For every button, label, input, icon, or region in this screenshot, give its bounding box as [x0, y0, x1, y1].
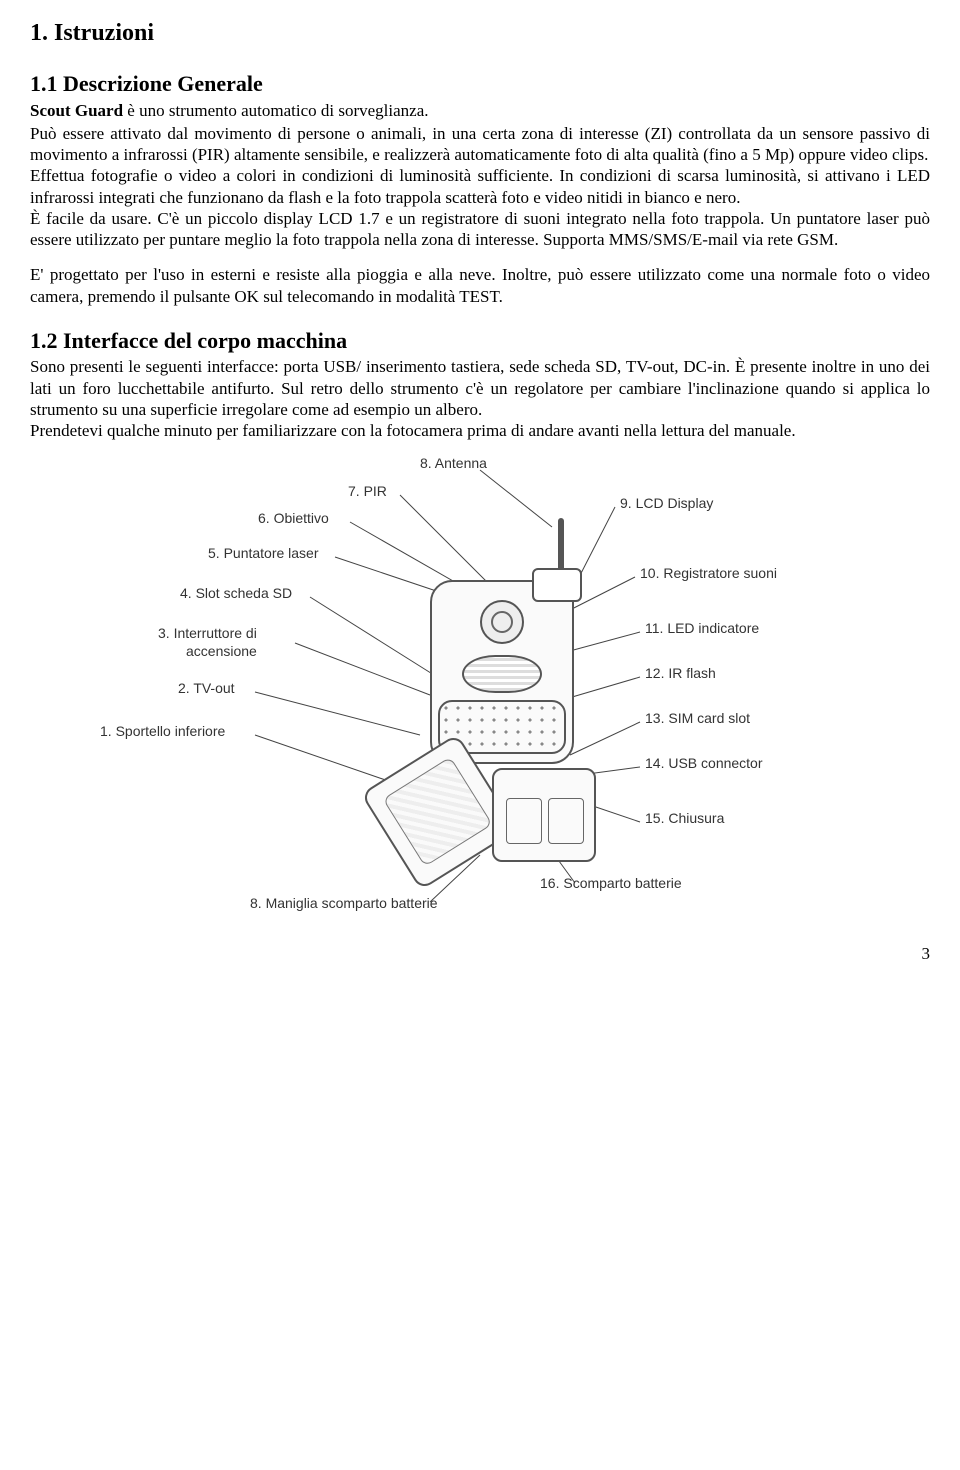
diagram-label-3: 3. Interruttore di accensione — [158, 625, 257, 660]
diagram-label-11: 11. LED indicatore — [645, 620, 759, 638]
diagram-label-4: 4. Slot scheda SD — [180, 585, 292, 603]
para-4: E' progettato per l'uso in esterni e res… — [30, 264, 930, 307]
diagram-label-8b: 8. Maniglia scomparto batterie — [250, 895, 438, 913]
product-name: Scout Guard — [30, 101, 123, 120]
diagram-label-15: 15. Chiusura — [645, 810, 724, 828]
para-1: Può essere attivato dal movimento di per… — [30, 123, 930, 166]
diagram-label-10: 10. Registratore suoni — [640, 565, 777, 583]
diagram-label-2: 2. TV-out — [178, 680, 235, 698]
diagram-label-7: 7. PIR — [348, 483, 387, 501]
para-3: È facile da usare. C'è un piccolo displa… — [30, 208, 930, 251]
page-number: 3 — [30, 943, 930, 964]
diagram-label-12: 12. IR flash — [645, 665, 716, 683]
intro-line: Scout Guard è uno strumento automatico d… — [30, 100, 930, 121]
heading-istruzioni: 1. Istruzioni — [30, 18, 930, 48]
para-2: Effettua fotografie o video a colori in … — [30, 165, 930, 208]
diagram-label-8: 8. Antenna — [420, 455, 487, 473]
device-illustration — [400, 560, 600, 820]
diagram-label-9: 9. LCD Display — [620, 495, 713, 513]
diagram-label-1: 1. Sportello inferiore — [100, 723, 225, 741]
para-6: Prendetevi qualche minuto per familiariz… — [30, 420, 930, 441]
diagram-label-13: 13. SIM card slot — [645, 710, 750, 728]
diagram-label-6: 6. Obiettivo — [258, 510, 329, 528]
diagram-label-5: 5. Puntatore laser — [208, 545, 319, 563]
para-5: Sono presenti le seguenti interfacce: po… — [30, 356, 930, 420]
heading-descrizione: 1.1 Descrizione Generale — [30, 70, 930, 98]
device-diagram: 8. Antenna 7. PIR 6. Obiettivo 5. Puntatore… — [100, 455, 860, 935]
intro-rest: è uno strumento automatico di sorveglian… — [123, 101, 428, 120]
diagram-label-16: 16. Scomparto batterie — [540, 875, 682, 893]
diagram-label-14: 14. USB connector — [645, 755, 763, 773]
heading-interfacce: 1.2 Interfacce del corpo macchina — [30, 327, 930, 355]
